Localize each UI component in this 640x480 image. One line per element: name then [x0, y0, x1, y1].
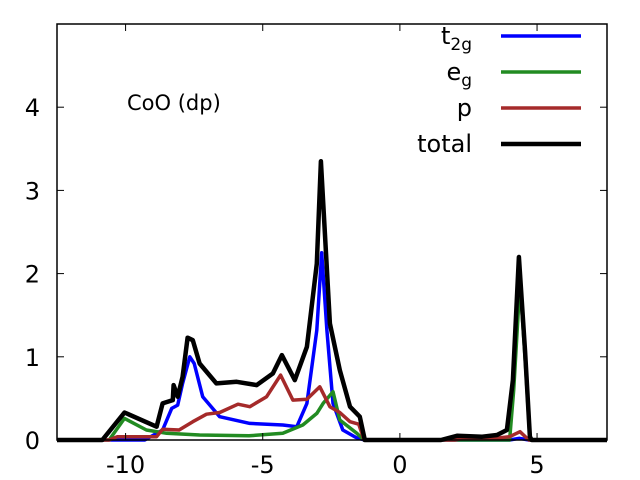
legend-label-main: p — [457, 94, 472, 122]
x-tick-label: 5 — [529, 451, 544, 479]
x-tick-label: -5 — [251, 451, 275, 479]
y-tick-label: 4 — [25, 94, 40, 122]
legend-label-main: total — [417, 130, 472, 158]
y-tick-label: 1 — [25, 344, 40, 372]
y-tick-label: 2 — [25, 261, 40, 289]
legend-label-sub: 2g — [450, 35, 472, 55]
ticks-layer: -10 -5 0 5 0 1 2 3 4 — [25, 24, 607, 479]
series-line-total — [57, 159, 607, 443]
legend-label-main: t — [441, 22, 450, 50]
series-layer — [57, 159, 607, 443]
x-tick-label: -10 — [106, 451, 145, 479]
x-tick-label: 0 — [392, 451, 407, 479]
legend-label-total: total — [417, 130, 472, 158]
legend-label-p: p — [457, 94, 472, 122]
legend-label-sub: g — [461, 71, 472, 91]
y-tick-label: 0 — [25, 427, 40, 455]
chart-title: CoO (dp) — [127, 91, 221, 115]
y-tick-label: 3 — [25, 177, 40, 205]
plot-frame — [56, 23, 608, 441]
legend-label-main: e — [446, 58, 461, 86]
legend-label-eg: eg — [446, 58, 472, 91]
legend-label-t2g: t2g — [441, 22, 472, 55]
